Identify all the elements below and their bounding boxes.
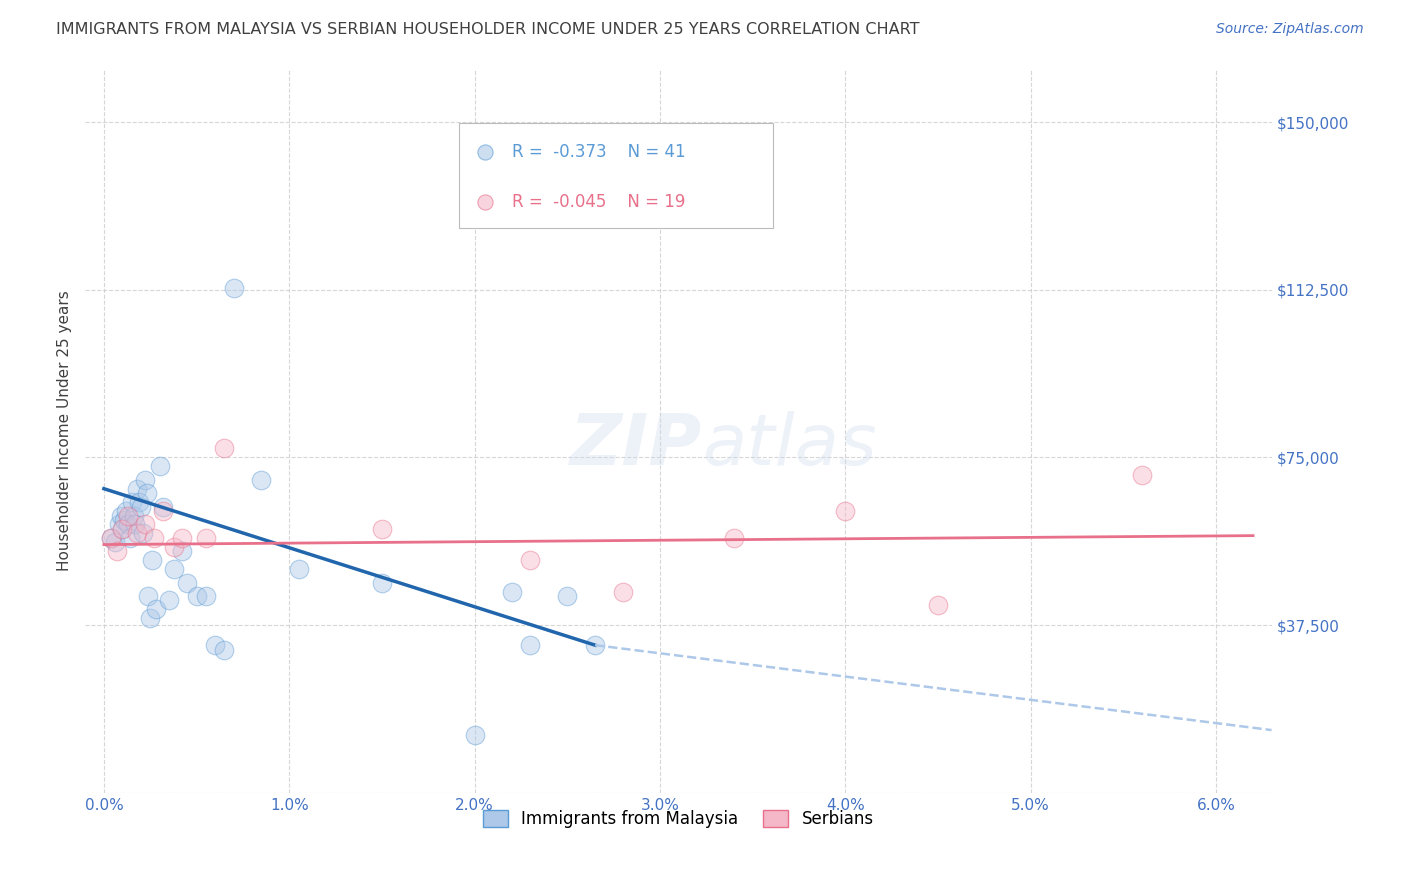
Point bbox=[148, 459, 170, 474]
Point bbox=[222, 280, 245, 294]
Point bbox=[127, 482, 149, 496]
Point bbox=[138, 589, 160, 603]
Point bbox=[519, 638, 541, 652]
Point bbox=[122, 508, 145, 523]
Point bbox=[555, 589, 578, 603]
Point bbox=[927, 598, 949, 612]
Point bbox=[723, 531, 745, 545]
Legend: Immigrants from Malaysia, Serbians: Immigrants from Malaysia, Serbians bbox=[477, 804, 880, 835]
Point bbox=[186, 589, 208, 603]
Point bbox=[145, 602, 167, 616]
Point bbox=[176, 575, 198, 590]
Text: R =  -0.045    N = 19: R = -0.045 N = 19 bbox=[512, 193, 686, 211]
Point bbox=[105, 544, 128, 558]
Point bbox=[157, 593, 180, 607]
Point bbox=[287, 562, 309, 576]
Point bbox=[100, 531, 122, 545]
Point bbox=[152, 504, 174, 518]
Text: ZIP: ZIP bbox=[569, 410, 702, 480]
Point bbox=[129, 500, 152, 514]
Point bbox=[214, 642, 236, 657]
Text: atlas: atlas bbox=[702, 410, 877, 480]
Point bbox=[111, 522, 134, 536]
Point bbox=[142, 531, 165, 545]
Text: Source: ZipAtlas.com: Source: ZipAtlas.com bbox=[1216, 22, 1364, 37]
Point bbox=[612, 584, 634, 599]
Point bbox=[155, 786, 177, 800]
Point bbox=[124, 517, 146, 532]
Point bbox=[250, 473, 273, 487]
Point bbox=[152, 500, 174, 514]
Point bbox=[128, 495, 150, 509]
Point bbox=[214, 442, 236, 456]
Y-axis label: Householder Income Under 25 years: Householder Income Under 25 years bbox=[58, 290, 72, 571]
Text: IMMIGRANTS FROM MALAYSIA VS SERBIAN HOUSEHOLDER INCOME UNDER 25 YEARS CORRELATIO: IMMIGRANTS FROM MALAYSIA VS SERBIAN HOUS… bbox=[56, 22, 920, 37]
Point bbox=[139, 611, 162, 625]
Point bbox=[583, 638, 606, 652]
Point bbox=[194, 589, 217, 603]
Point bbox=[121, 495, 143, 509]
Text: R =  -0.373    N = 41: R = -0.373 N = 41 bbox=[512, 144, 686, 161]
Point bbox=[501, 584, 523, 599]
FancyBboxPatch shape bbox=[458, 123, 773, 227]
Point bbox=[519, 553, 541, 567]
Point bbox=[170, 531, 193, 545]
Point bbox=[170, 544, 193, 558]
Point bbox=[371, 522, 394, 536]
Point bbox=[141, 553, 163, 567]
Point bbox=[194, 531, 217, 545]
Point bbox=[112, 513, 135, 527]
Point bbox=[127, 526, 149, 541]
Point bbox=[163, 540, 186, 554]
Point bbox=[117, 508, 139, 523]
Point bbox=[132, 526, 155, 541]
Point bbox=[163, 562, 186, 576]
Point bbox=[834, 504, 856, 518]
Point bbox=[1130, 468, 1153, 483]
Point bbox=[100, 531, 122, 545]
Point bbox=[115, 504, 138, 518]
Point bbox=[155, 786, 177, 800]
Point bbox=[117, 517, 139, 532]
Point bbox=[204, 638, 226, 652]
Point bbox=[111, 522, 134, 536]
Point bbox=[107, 517, 129, 532]
Point bbox=[118, 531, 141, 545]
Point bbox=[134, 473, 156, 487]
Point bbox=[464, 727, 486, 741]
Point bbox=[134, 517, 156, 532]
Point bbox=[110, 508, 132, 523]
Point bbox=[371, 575, 394, 590]
Point bbox=[104, 535, 127, 549]
Point bbox=[135, 486, 157, 500]
